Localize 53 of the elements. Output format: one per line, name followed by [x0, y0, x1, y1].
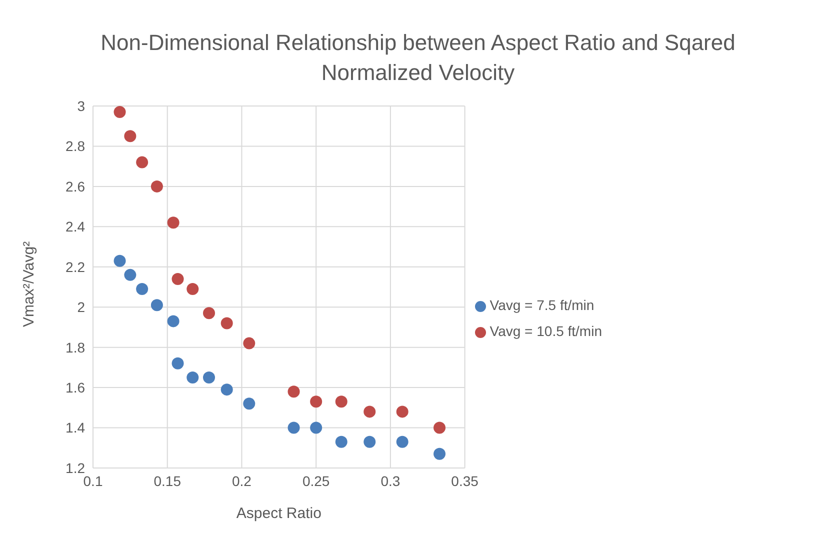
point: [220, 384, 233, 396]
y-tick-label: 2: [77, 299, 86, 316]
y-tick-label: 1.8: [66, 339, 86, 356]
chart-title: Non-Dimensional Relationship between Aspect Ratio and Sqared Normalized Velocity: [100, 29, 736, 87]
point: [167, 315, 180, 328]
point: [136, 283, 148, 296]
x-tick-label: 0.3: [380, 472, 400, 489]
x-tick-label: 0.15: [154, 472, 182, 489]
x-tick-label: 0.2: [232, 472, 252, 489]
point: [310, 422, 322, 434]
point: [124, 130, 136, 142]
x-tick-label: 0.25: [302, 472, 330, 489]
y-tick-label: 2.8: [66, 138, 86, 154]
point: [335, 396, 348, 408]
x-tick-label: 0.1: [83, 472, 103, 489]
point: [434, 422, 446, 434]
point: [203, 307, 215, 320]
y-tick-label: 1.6: [66, 380, 86, 396]
point: [172, 272, 184, 285]
point: [220, 317, 233, 330]
point: [335, 436, 348, 448]
point: [167, 216, 180, 229]
point: [150, 180, 163, 192]
point: [186, 372, 199, 384]
point: [203, 372, 215, 384]
point: [364, 436, 376, 448]
point: [396, 406, 408, 418]
point: [114, 106, 126, 118]
legend-label: Vavg = 7.5 ft/min: [490, 297, 594, 313]
point: [186, 283, 199, 296]
y-axis-title: Vmax²/Vavg²: [20, 241, 38, 327]
y-tick-label: 3: [77, 98, 86, 114]
point: [310, 396, 322, 408]
x-axis-title: Aspect Ratio: [236, 505, 322, 522]
y-tick-label: 2.4: [66, 218, 86, 235]
point: [136, 156, 148, 168]
legend-label: Vavg = 10.5 ft/min: [490, 323, 602, 339]
point: [288, 422, 300, 434]
y-tick-label: 2.2: [66, 258, 86, 275]
point: [124, 268, 136, 281]
point: [364, 406, 376, 418]
point: [434, 448, 446, 460]
point: [243, 398, 256, 410]
y-tick-label: 1.4: [66, 420, 86, 436]
point: [288, 386, 300, 398]
point: [172, 357, 184, 370]
point: [396, 436, 408, 448]
point: [243, 337, 256, 350]
x-tick-label: 0.35: [451, 472, 479, 489]
point: [114, 254, 126, 267]
y-tick-label: 2.6: [66, 178, 86, 194]
y-tick-label: 1.2: [66, 460, 86, 476]
point: [150, 299, 163, 312]
